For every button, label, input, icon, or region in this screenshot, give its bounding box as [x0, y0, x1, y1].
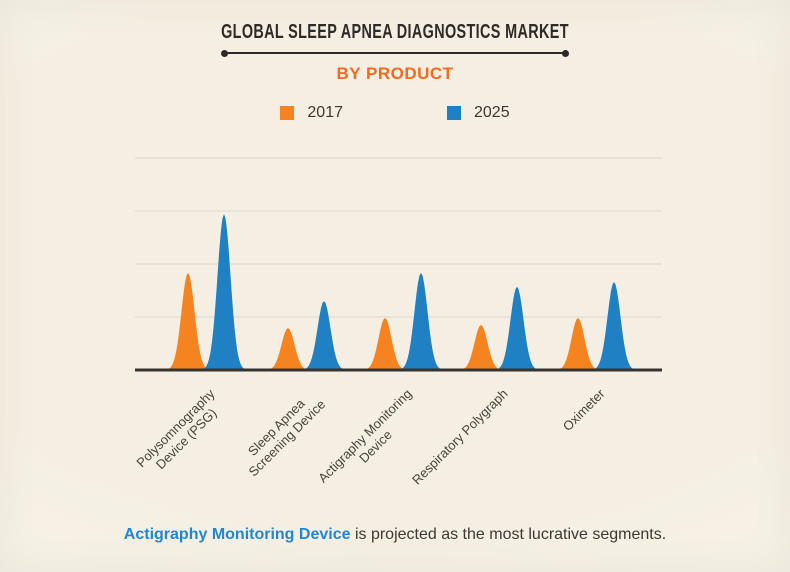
title-divider-line [221, 49, 569, 57]
chart-legend: 2017 2025 [0, 104, 790, 122]
peak-2025-4 [590, 282, 638, 370]
footer-note: Actigraphy Monitoring Device is projecte… [0, 526, 790, 544]
peak-2025-3 [493, 286, 541, 370]
peak-2017-4 [554, 318, 602, 370]
chart-subtitle: BY PRODUCT [336, 64, 454, 83]
legend-label-2025: 2025 [474, 104, 510, 121]
peak-2025-0 [200, 214, 248, 370]
x-axis-label-3: Respiratory Polygraph [409, 386, 511, 488]
x-axis-label-4: Oximeter [559, 386, 608, 434]
legend-item-2017: 2017 [280, 104, 343, 122]
footer-highlight-link[interactable]: Actigraphy Monitoring Device [123, 526, 351, 543]
x-axis-label-0: Polysomnography Device (PSG) [133, 386, 220, 473]
legend-item-2025: 2025 [447, 104, 510, 122]
peak-2017-0 [164, 273, 212, 370]
page-title: GLOBAL SLEEP APNEA DIAGNOSTICS MARKET [221, 21, 569, 43]
peak-2017-1 [264, 328, 312, 370]
legend-swatch-2025 [447, 106, 461, 120]
x-axis-label-1: Sleep Apnea Screening Device [244, 395, 329, 480]
legend-swatch-2017 [280, 106, 295, 120]
peak-2017-3 [457, 324, 505, 370]
peak-2025-1 [300, 301, 348, 370]
peak-2025-2 [397, 273, 445, 370]
x-axis-label-2: Actigraphy Monitoring Device [315, 386, 415, 486]
chart-plot-area [135, 157, 662, 372]
footer-note-text: is projected as the most lucrative segme… [350, 526, 667, 543]
peak-2017-2 [361, 318, 409, 370]
legend-label-2017: 2017 [307, 104, 343, 121]
